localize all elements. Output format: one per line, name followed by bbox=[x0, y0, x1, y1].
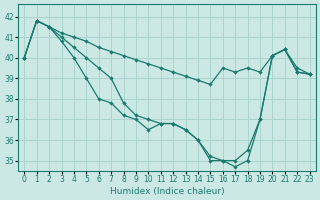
X-axis label: Humidex (Indice chaleur): Humidex (Indice chaleur) bbox=[110, 187, 224, 196]
